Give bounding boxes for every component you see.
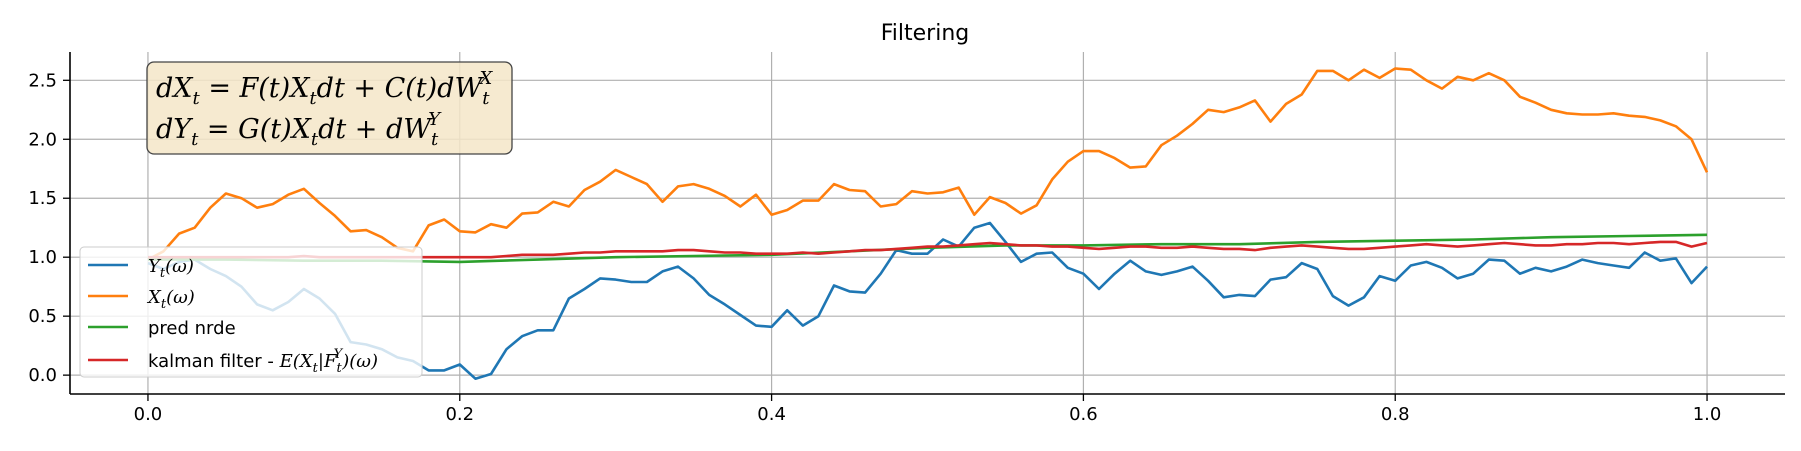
- legend-item-y: Yt(ω): [88, 256, 194, 281]
- legend: Yt(ω) Xt(ω) pred nrde kalman filter - E(…: [79, 246, 423, 378]
- equation-box-frame: [146, 61, 513, 155]
- y-tick-label: 0.0: [28, 365, 57, 386]
- y-tick-label: 1.0: [28, 247, 57, 268]
- x-tick-label: 0.2: [445, 404, 474, 425]
- legend-item-kalman: kalman filter - E(Xt|FtY)(ω): [88, 347, 378, 376]
- legend-label-x: Xt(ω): [146, 287, 195, 312]
- equation-line-2: dYt = G(t)Xtdt + dWtY: [156, 109, 442, 150]
- x-tick-label: 0.4: [757, 404, 786, 425]
- y-tick-label: 1.5: [28, 188, 57, 209]
- x-tick-label: 0.8: [1381, 404, 1410, 425]
- x-tick-label: 1.0: [1693, 404, 1722, 425]
- equation-box: dXt = F(t)Xtdt + C(t)dWtX dYt = G(t)Xtdt…: [146, 61, 513, 155]
- chart-title: Filtering: [881, 21, 970, 46]
- ticks: 0.0 0.2 0.4 0.6 0.8 1.0 0.0 0.5 1.0 1.5 2.0 2.5: [28, 70, 1721, 425]
- x-tick-label: 0.0: [134, 404, 163, 425]
- x-tick-label: 0.6: [1069, 404, 1098, 425]
- legend-label-pred-nrde: pred nrde: [148, 318, 236, 339]
- legend-item-pred-nrde: pred nrde: [88, 318, 236, 339]
- equation-line-1: dXt = F(t)Xtdt + C(t)dWtX: [156, 68, 493, 109]
- legend-label-y: Yt(ω): [148, 256, 194, 281]
- y-tick-label: 2.5: [28, 70, 57, 91]
- axes: [69, 52, 1785, 395]
- legend-frame: [79, 246, 423, 378]
- legend-item-x: Xt(ω): [88, 287, 195, 312]
- y-tick-label: 0.5: [28, 306, 57, 327]
- y-tick-label: 2.0: [28, 129, 57, 150]
- legend-label-kalman: kalman filter - E(Xt|FtY)(ω): [148, 347, 378, 376]
